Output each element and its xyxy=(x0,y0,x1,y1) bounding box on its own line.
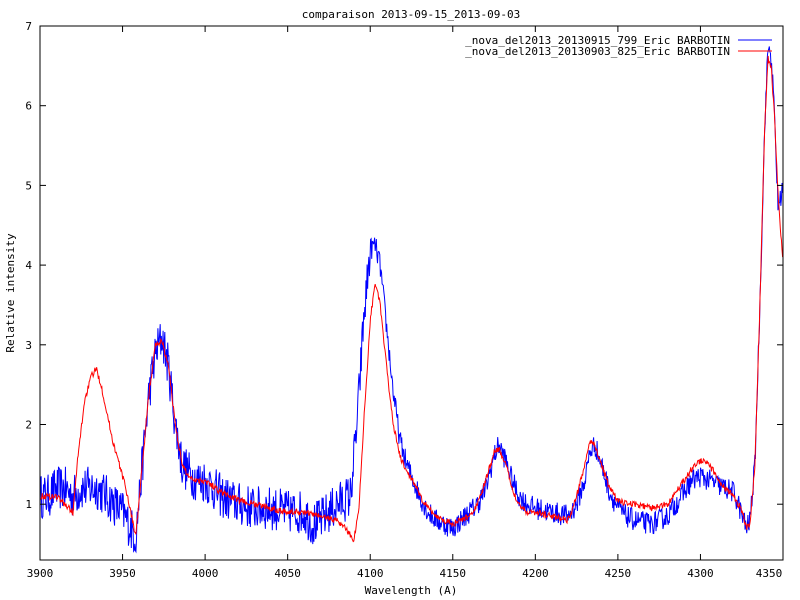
y-tick-label: 3 xyxy=(25,339,32,352)
chart-title: comparaison 2013-09-15_2013-09-03 xyxy=(302,8,521,21)
y-axis: 1 2 3 4 5 6 7 xyxy=(25,20,783,511)
plot-lines xyxy=(40,46,783,554)
x-tick-label: 4250 xyxy=(605,567,632,580)
y-tick-label: 1 xyxy=(25,498,32,511)
series-line-2 xyxy=(40,55,783,543)
plot-frame xyxy=(39,25,784,561)
y-tick-label: 5 xyxy=(25,179,32,192)
y-tick-label: 7 xyxy=(25,20,32,33)
y-tick-label: 2 xyxy=(25,419,32,432)
x-tick-label: 4050 xyxy=(274,567,301,580)
x-tick-label: 4300 xyxy=(687,567,714,580)
series-line-1 xyxy=(40,46,783,554)
legend-label: _nova_del2013_20130915_799_Eric BARBOTIN xyxy=(465,34,730,47)
x-tick-label: 4100 xyxy=(357,567,384,580)
x-tick-label: 4350 xyxy=(756,567,783,580)
y-tick-label: 6 xyxy=(25,100,32,113)
x-tick-label: 4150 xyxy=(440,567,467,580)
y-axis-title: Relative intensity xyxy=(4,233,17,353)
x-tick-label: 3950 xyxy=(109,567,136,580)
x-tick-label: 4200 xyxy=(522,567,549,580)
legend: _nova_del2013_20130915_799_Eric BARBOTIN… xyxy=(465,34,772,58)
y-tick-label: 4 xyxy=(25,259,32,272)
x-tick-label: 4000 xyxy=(192,567,219,580)
x-axis-title: Wavelength (A) xyxy=(365,584,458,597)
x-axis: 3900 3950 4000 4050 4100 4150 4200 4250 4300 4350 xyxy=(27,26,784,580)
legend-label: _nova_del2013_20130903_825_Eric BARBOTIN xyxy=(465,45,730,58)
x-tick-label: 3900 xyxy=(27,567,54,580)
